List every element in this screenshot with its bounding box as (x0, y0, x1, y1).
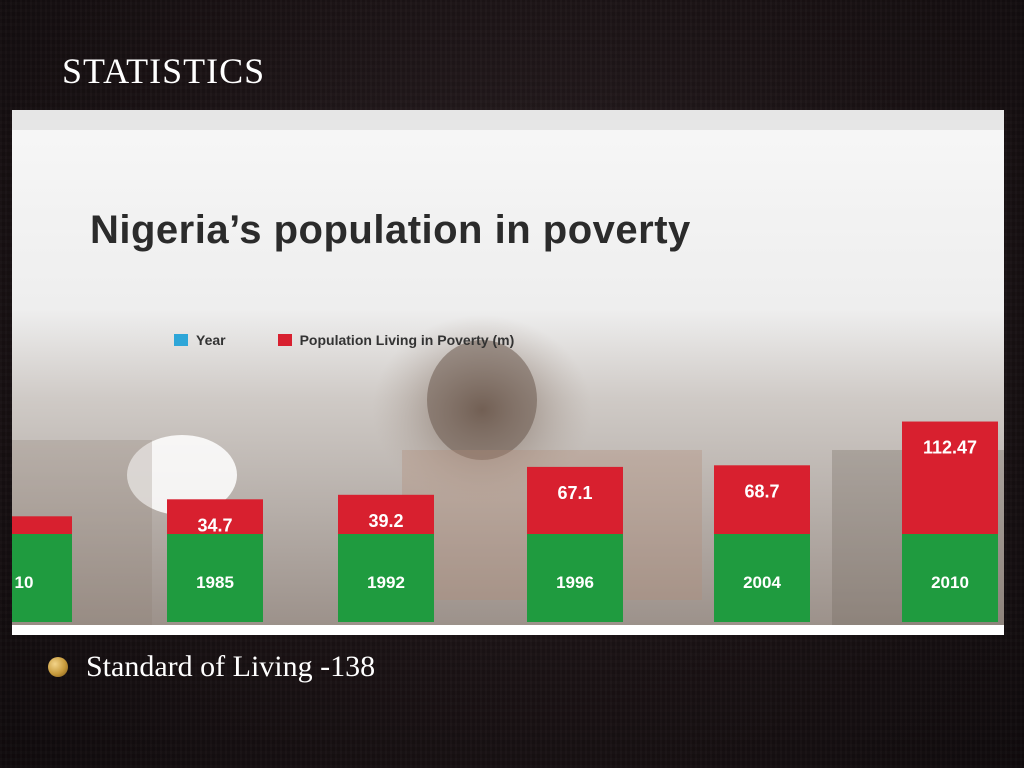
chart-figure: 10 1985 34.7 1992 39.2 1996 67.1 2004 68.7 2010 11… (12, 110, 1004, 635)
poverty-bar-1980 (12, 516, 72, 534)
bullet-text: Standard of Living -138 (86, 650, 376, 683)
year-label-1985: 1985 (196, 573, 234, 592)
value-label-2004: 68.7 (744, 481, 779, 501)
bullet-item: Standard of Living -138 (48, 650, 375, 684)
value-label-1992: 39.2 (368, 511, 403, 531)
chart-title: Nigeria’s population in poverty (90, 208, 691, 252)
poverty-bar-1992 (338, 494, 434, 534)
chart-legend: Year Population Living in Poverty (m) (174, 332, 558, 348)
poverty-bar-2010 (902, 421, 998, 534)
legend-item-poverty: Population Living in Poverty (m) (277, 332, 515, 348)
value-label-2010: 112.47 (923, 438, 977, 458)
year-label-2010: 2010 (931, 573, 969, 592)
legend-swatch-year (174, 334, 188, 346)
value-label-1985: 34.7 (197, 515, 232, 535)
year-bar-1996 (527, 534, 623, 622)
year-bar-2004 (714, 534, 810, 622)
poverty-bar-2004 (714, 465, 810, 534)
poverty-bar-1996 (527, 466, 623, 534)
year-bar-2010 (902, 534, 998, 622)
legend-label-year: Year (196, 332, 226, 348)
year-bar-1980 (12, 534, 72, 622)
bar-chart: 10 1985 34.7 1992 39.2 1996 67.1 2004 68.7 2010 11… (12, 421, 998, 622)
bullet-icon (48, 657, 68, 677)
year-label-1996: 1996 (556, 573, 594, 592)
year-label-1992: 1992 (367, 573, 405, 592)
year-label-1980: 10 (15, 573, 34, 592)
legend-swatch-poverty (277, 334, 292, 346)
slide-title: STATISTICS (62, 51, 266, 91)
year-bar-1992 (338, 534, 434, 622)
legend-label-poverty: Population Living in Poverty (m) (299, 332, 515, 348)
year-label-2004: 2004 (743, 573, 781, 592)
poverty-bar-1985 (167, 499, 263, 534)
legend-item-year: Year (174, 332, 226, 348)
year-bar-1985 (167, 534, 263, 622)
value-label-1996: 67.1 (557, 483, 592, 503)
